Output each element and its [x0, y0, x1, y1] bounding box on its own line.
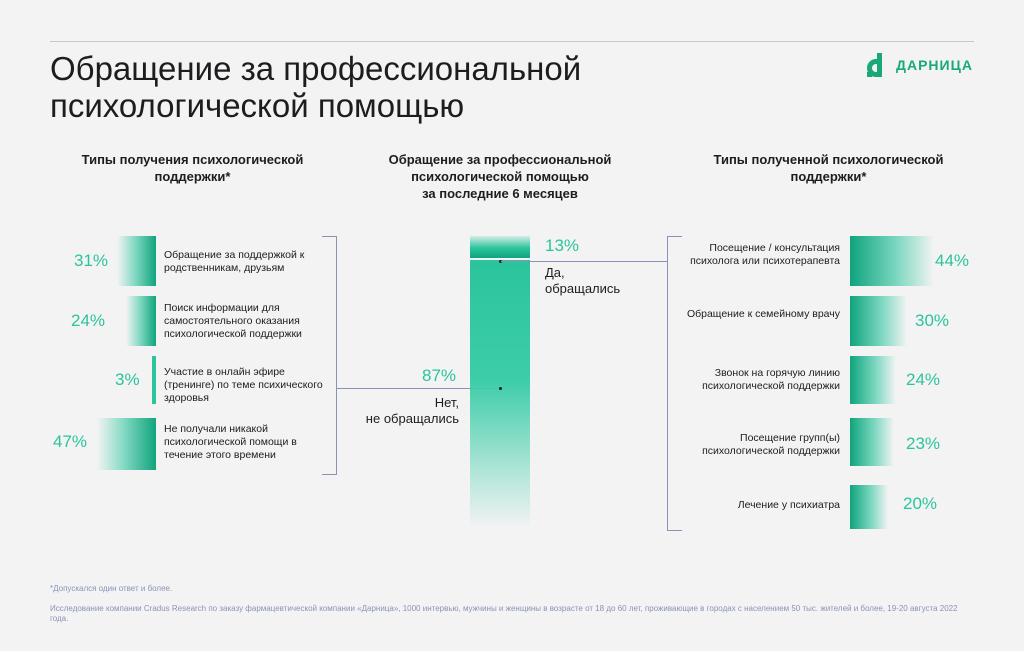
middle-title-line-1: Обращение за профессиональной — [388, 152, 612, 167]
top-divider — [50, 41, 974, 42]
source-note: Исследование компании Cradus Research по… — [50, 604, 958, 623]
no-label-line-2: не обращались — [365, 411, 459, 426]
darnitsa-logo-icon — [867, 53, 882, 77]
left-category-label: Обращение за поддержкой к родственникам,… — [164, 249, 305, 274]
right-category-label: Звонок на горячую линию психологической … — [702, 367, 840, 392]
right-category-label: Посещение / консультация психолога или п… — [690, 242, 840, 267]
yes-label: Да, обращались — [545, 265, 620, 297]
left-bar — [97, 418, 156, 470]
yes-label-line-2: обращались — [545, 281, 621, 296]
yes-label-line-1: Да, — [545, 265, 565, 280]
right-value-label: 20% — [903, 494, 938, 513]
no-label: Нет, не обращались — [340, 395, 459, 427]
right-bar — [850, 296, 907, 346]
right-value-label: 24% — [906, 370, 941, 389]
left-bracket — [322, 236, 337, 475]
middle-chart-title: Обращение за профессиональной психологич… — [355, 151, 645, 202]
right-bar — [850, 418, 894, 466]
marker-dot-no — [499, 387, 502, 390]
page-title: Обращение за профессиональной психологич… — [50, 50, 582, 124]
no-value-label: 87% — [422, 366, 457, 385]
left-category-label: Поиск информации для самостоятельного ок… — [164, 302, 302, 340]
marker-dot-yes — [499, 260, 502, 263]
right-category-label: Лечение у психиатра — [737, 499, 840, 511]
right-value-label: 23% — [906, 434, 941, 453]
right-bar — [850, 236, 934, 286]
left-chart-title: Типы получения психологической поддержки… — [81, 152, 304, 184]
no-label-line-1: Нет, — [434, 395, 459, 410]
right-bar — [850, 485, 888, 529]
connector-line-yes — [501, 261, 667, 262]
right-bracket — [667, 236, 682, 531]
left-category-label: Участие в онлайн эфире (тренинге) по тем… — [164, 366, 323, 404]
right-chart-title: Типы полученной психологической поддержк… — [713, 152, 944, 184]
right-category-label: Обращение к семейному врачу — [686, 308, 840, 320]
right-value-label: 30% — [915, 311, 950, 330]
left-category-label: Не получали никакой психологической помо… — [164, 423, 297, 461]
right-category-label: Посещение групп(ы) психологической подде… — [702, 432, 840, 457]
right-bar — [850, 356, 896, 404]
left-value-label: 3% — [115, 370, 140, 389]
middle-bar-no — [470, 260, 530, 528]
left-bar — [152, 356, 156, 404]
yes-value-label: 13% — [545, 236, 580, 255]
middle-title-line-2: психологической помощью — [411, 169, 589, 184]
logo-text: ДАРНИЦА — [896, 57, 973, 73]
connector-line-no — [336, 388, 500, 389]
left-bar — [117, 236, 156, 286]
left-bar — [126, 296, 156, 346]
brand-logo: ДАРНИЦА — [866, 53, 973, 77]
footnote: *Допускался один ответ и более. — [50, 584, 173, 593]
left-value-label: 31% — [74, 251, 109, 270]
middle-bar-yes — [470, 236, 530, 258]
right-value-label: 44% — [935, 251, 970, 270]
left-value-label: 47% — [53, 432, 88, 451]
middle-title-line-3: за последние 6 месяцев — [422, 186, 578, 201]
left-value-label: 24% — [71, 311, 106, 330]
